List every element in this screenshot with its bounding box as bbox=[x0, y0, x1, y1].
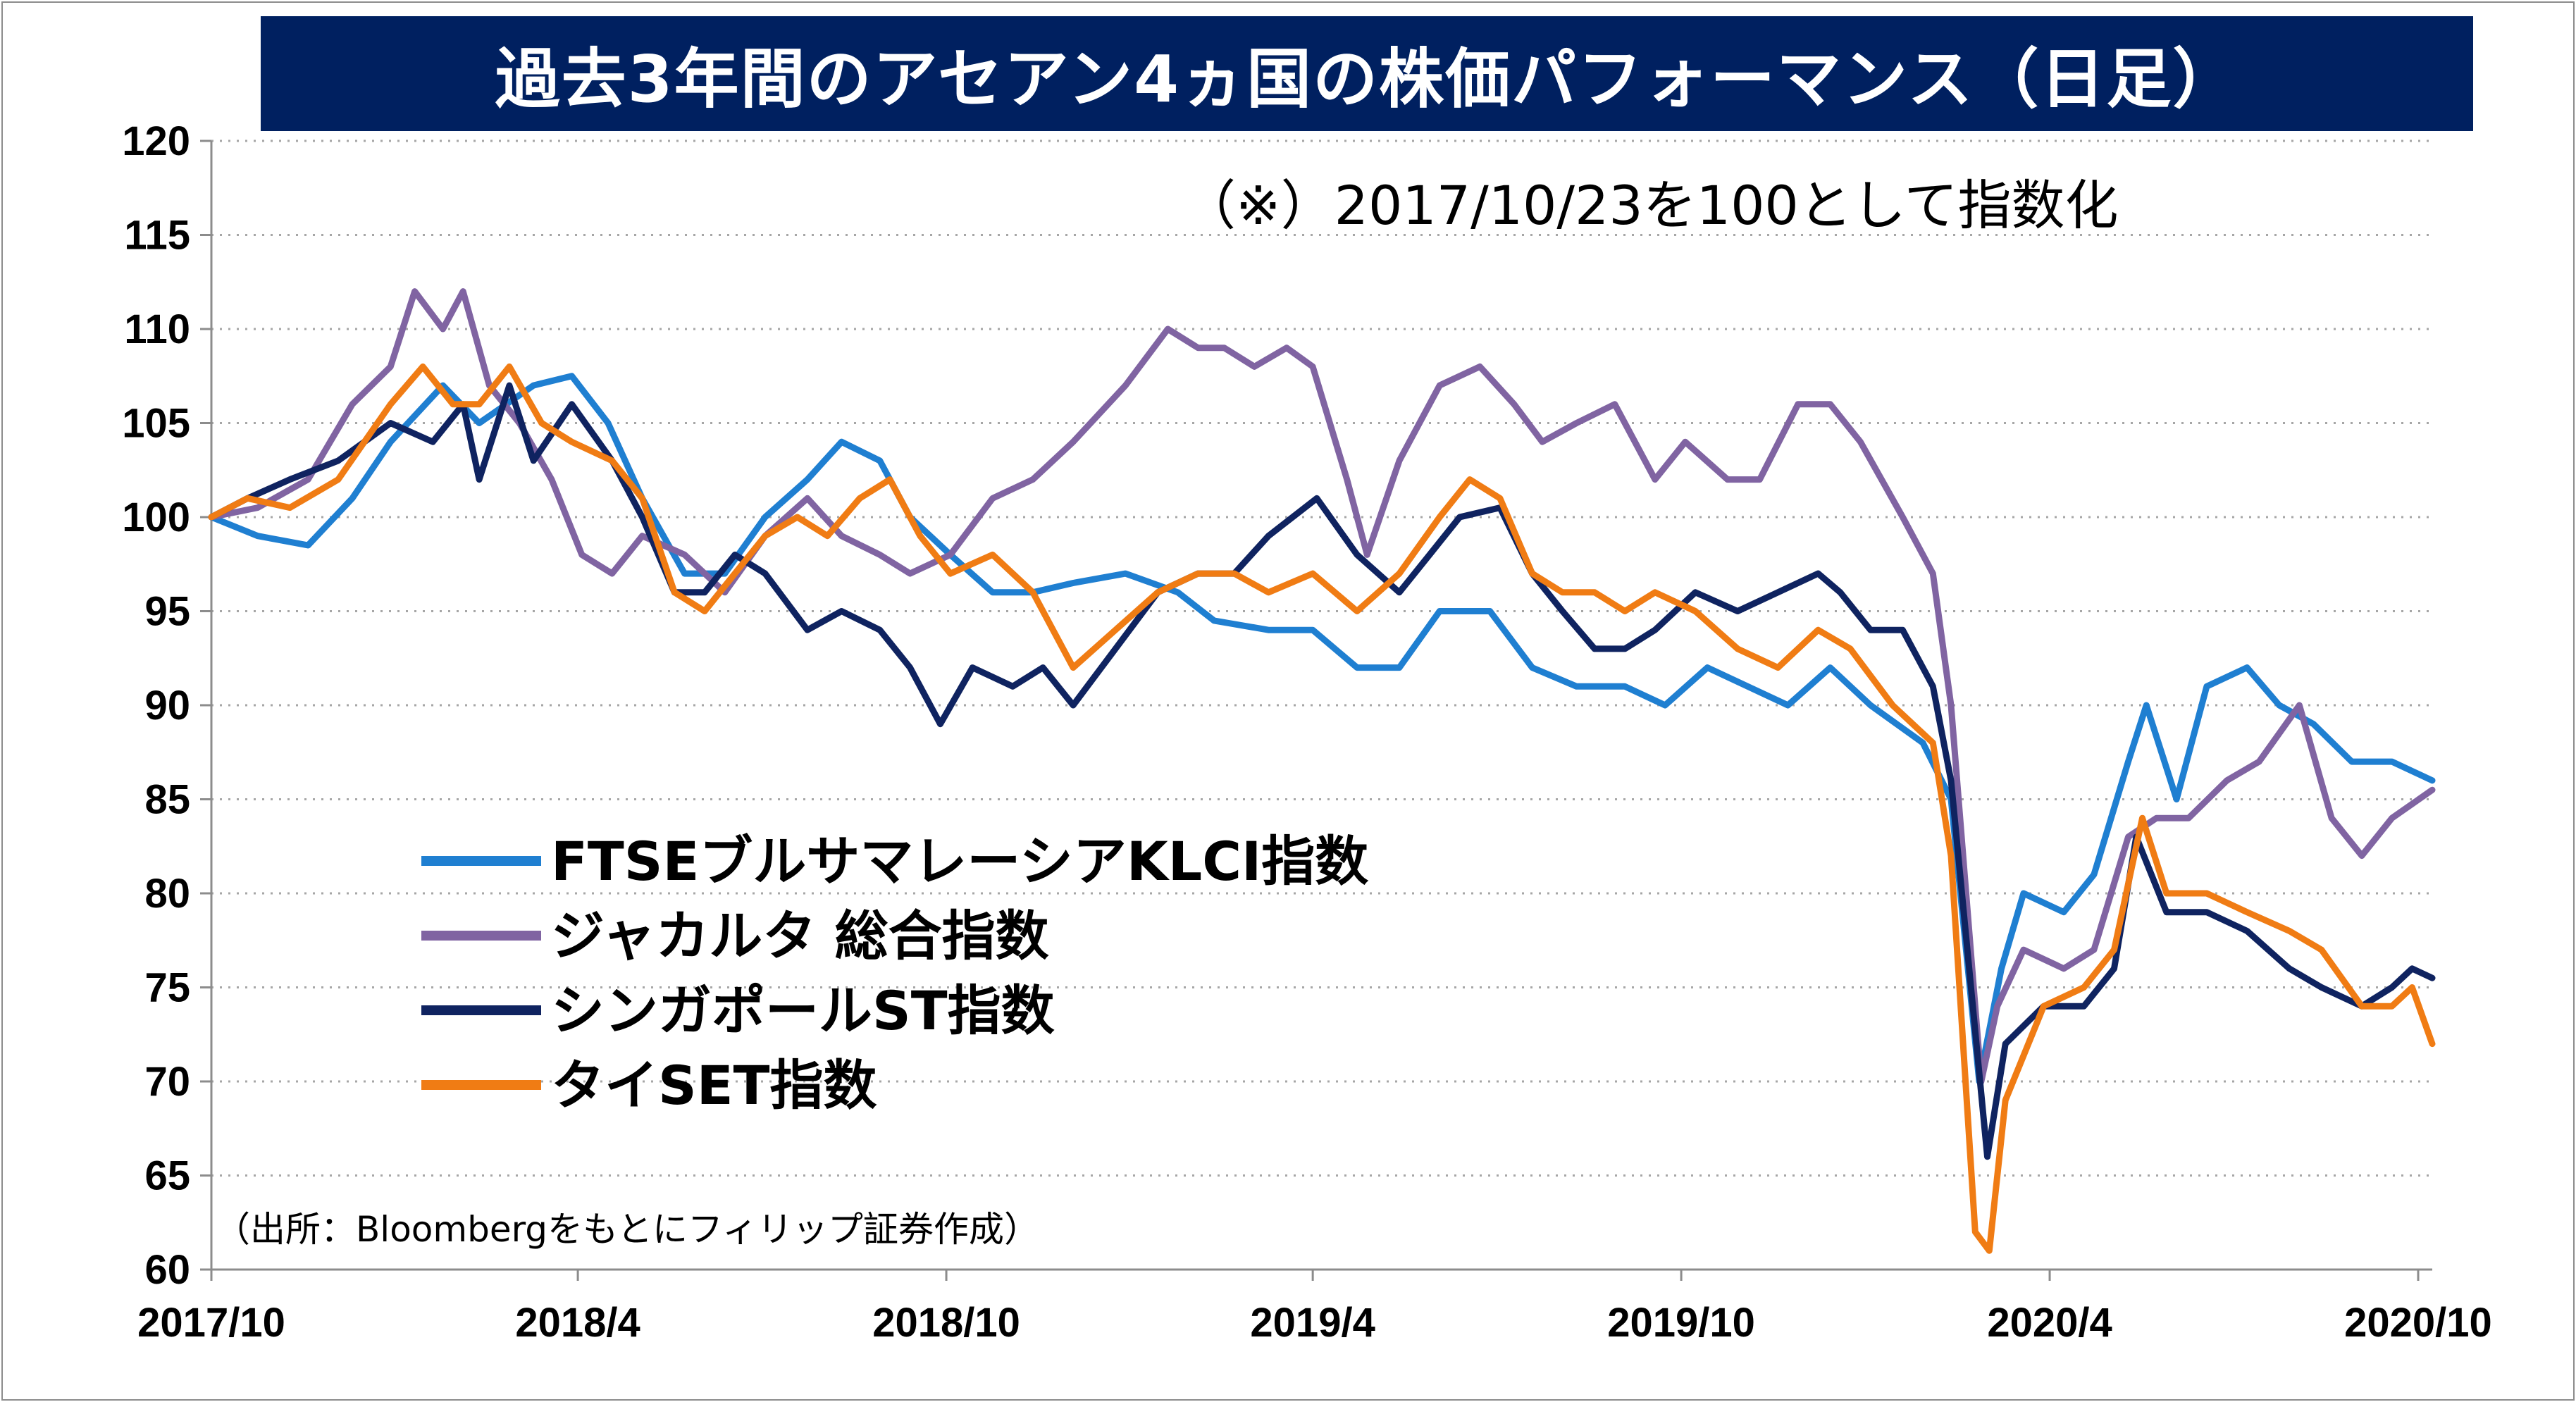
gridlines bbox=[211, 139, 2432, 1177]
x-tick-label: 2020/4 bbox=[1987, 1300, 2112, 1346]
x-tick-label: 2018/10 bbox=[872, 1300, 1020, 1346]
y-tick-label: 60 bbox=[144, 1247, 190, 1293]
y-tick-label: 95 bbox=[144, 589, 190, 635]
legend-label-thai_set: タイSET指数 bbox=[551, 1054, 877, 1117]
y-tick-label: 80 bbox=[144, 871, 190, 917]
source-note: （出所：Bloombergをもとにフィリップ証券作成） bbox=[215, 1209, 1039, 1250]
x-tick-labels: 2017/10 2018/4 2018/10 2019/4 2019/10 2020/4 2… bbox=[137, 1270, 2492, 1346]
x-tick-label: 2019/10 bbox=[1607, 1300, 1755, 1346]
series-line-thai_set bbox=[208, 363, 2436, 1254]
series-lines bbox=[208, 288, 2436, 1254]
y-tick-label: 110 bbox=[124, 306, 190, 352]
x-tick-label: 2020/10 bbox=[2344, 1300, 2492, 1346]
series-line-jakarta bbox=[208, 288, 2436, 1085]
series-line-ftse_klci bbox=[208, 373, 2436, 1085]
axes bbox=[210, 141, 2432, 1271]
y-tick-label: 105 bbox=[122, 401, 190, 447]
y-tick-label: 70 bbox=[144, 1059, 190, 1105]
y-tick-label: 75 bbox=[144, 965, 190, 1011]
x-tick-label: 2018/4 bbox=[515, 1300, 640, 1346]
x-tick-label: 2019/4 bbox=[1250, 1300, 1375, 1346]
series-line-singapore bbox=[208, 382, 2436, 1160]
legend-label-jakarta: ジャカルタ 総合指数 bbox=[551, 905, 1049, 967]
legend-label-ftse_klci: FTSEブルサマレーシアKLCI指数 bbox=[551, 830, 1368, 893]
y-tick-labels: 60 65 70 75 80 85 90 95 100 105 110 115 120 bbox=[122, 118, 211, 1293]
index-note: （※）2017/10/23を100として指数化 bbox=[1182, 174, 2119, 237]
y-tick-label: 120 bbox=[122, 118, 190, 164]
y-tick-label: 100 bbox=[122, 495, 190, 540]
title-banner: 過去3年間のアセアン4ヵ国の株価パフォーマンス（日足） bbox=[261, 16, 2473, 131]
y-tick-label: 90 bbox=[144, 683, 190, 728]
y-tick-label: 85 bbox=[144, 777, 190, 823]
y-tick-label: 65 bbox=[144, 1153, 190, 1199]
y-tick-label: 115 bbox=[124, 213, 190, 259]
x-tick-label: 2017/10 bbox=[137, 1300, 285, 1346]
legend-label-singapore: シンガポールST指数 bbox=[551, 979, 1055, 1042]
chart-title: 過去3年間のアセアン4ヵ国の株価パフォーマンス（日足） bbox=[495, 42, 2239, 117]
